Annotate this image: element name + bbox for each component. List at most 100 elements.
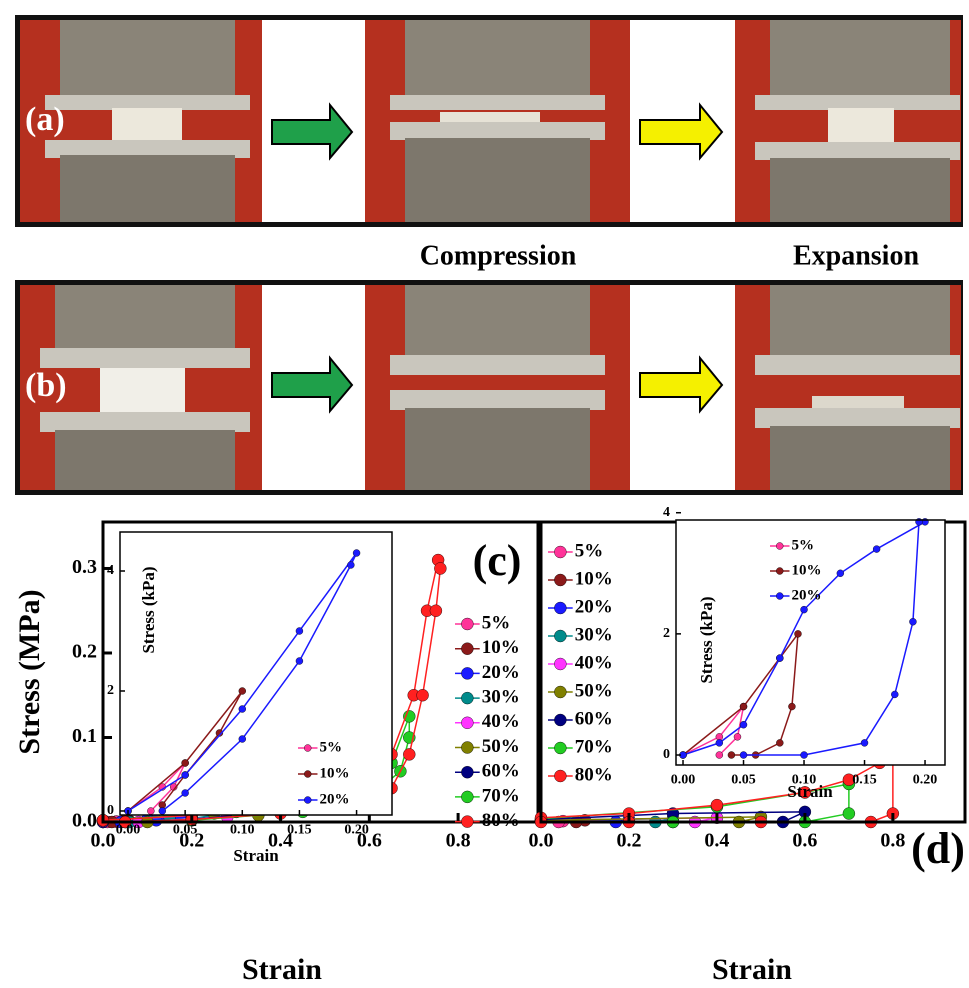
data-point [182,789,189,796]
data-point [716,752,723,759]
legend-marker [776,568,783,575]
legend-label: 10% [575,568,613,589]
data-point [296,627,303,634]
legend-marker [554,714,566,726]
caption: Compression [420,240,577,271]
legend-marker [461,791,473,803]
data-point [239,705,246,712]
data-point [403,748,415,760]
y-axis-label: Stress (kPa) [139,566,158,653]
legend-marker [461,816,473,828]
legend-label: 80% [575,764,613,785]
figure: (a) (b) Compression Expansion 0.00.20.40… [0,0,969,988]
panel-label: (c) [473,536,522,585]
legend-label: 60% [482,761,520,782]
data-point [347,561,354,568]
legend-marker [554,630,566,642]
y-axis-label: Stress (MPa) [13,589,46,754]
x-tick-label: 0.05 [173,822,198,837]
legend-label: 50% [482,736,520,757]
x-tick-label: 0.8 [880,830,905,852]
data-point [728,752,735,759]
legend-marker [461,717,473,729]
legend-marker [776,593,783,600]
data-point [716,739,723,746]
legend-marker [776,543,783,550]
legend-label: 10% [482,637,520,658]
data-point [159,807,166,814]
legend-marker [554,574,566,586]
data-point [909,618,916,625]
legend-label: 60% [575,708,613,729]
legend-marker [304,745,311,752]
data-point [296,657,303,664]
legend-marker [461,618,473,630]
data-point [182,759,189,766]
legend-marker [554,602,566,614]
legend-label: 30% [482,686,520,707]
x-tick-label: 0.20 [344,822,369,837]
x-tick-label: 0.8 [446,830,471,852]
y-tick-label: 0.3 [72,556,97,578]
legend-label: 80% [482,810,520,831]
panel-label: (d) [911,824,965,873]
legend-label: 5% [482,612,511,633]
y-tick-label: 4 [663,505,670,520]
data-point [837,570,844,577]
data-point [861,739,868,746]
inset-background [120,532,392,815]
y-axis-label: Stress (kPa) [697,596,716,683]
legend-label: 20% [320,791,350,807]
data-point [740,703,747,710]
legend-marker [554,546,566,558]
legend-marker [304,797,311,804]
data-point [788,703,795,710]
legend-marker [554,742,566,754]
legend-marker [304,771,311,778]
legend-marker [554,658,566,670]
legend-label: 10% [792,562,822,578]
legend-label: 5% [575,540,604,561]
panel-label: (b) [25,367,67,404]
x-tick-label: 0.2 [616,830,641,852]
legend-label: 70% [482,785,520,806]
y-tick-label: 0.1 [72,725,97,747]
data-point [776,739,783,746]
data-point [353,549,360,556]
data-point [430,605,442,617]
x-tick-label: 0.00 [671,772,696,787]
x-axis-label: Strain [787,782,833,801]
legend-label: 5% [792,537,815,553]
y-tick-label: 2 [107,683,114,698]
x-axis-label: Strain [233,846,279,865]
photo-row-a [15,15,963,227]
data-point [740,721,747,728]
legend-label: 20% [792,587,822,603]
legend-label: 50% [575,680,613,701]
data-point [239,687,246,694]
data-point [801,752,808,759]
data-point [843,808,855,820]
data-point [776,655,783,662]
legend-marker [461,667,473,679]
x-tick-label: 0.05 [731,772,756,787]
legend-label: 70% [575,736,613,757]
x-tick-label: 0.15 [287,822,312,837]
legend-marker [461,766,473,778]
data-point [711,799,723,811]
data-point [239,735,246,742]
y-tick-label: 4 [107,563,114,578]
data-point [434,562,446,574]
legend-marker [461,692,473,704]
legend-label: 5% [320,739,343,755]
x-axis-label: Strain [242,953,322,986]
x-tick-label: 0.0 [529,830,554,852]
legend-label: 40% [482,711,520,732]
y-tick-label: 0 [107,803,114,818]
legend-label: 30% [575,624,613,645]
data-point [891,691,898,698]
x-tick-label: 0.6 [792,830,817,852]
legend-label: 10% [320,765,350,781]
legend-label: 40% [575,652,613,673]
x-tick-label: 0.10 [230,822,255,837]
